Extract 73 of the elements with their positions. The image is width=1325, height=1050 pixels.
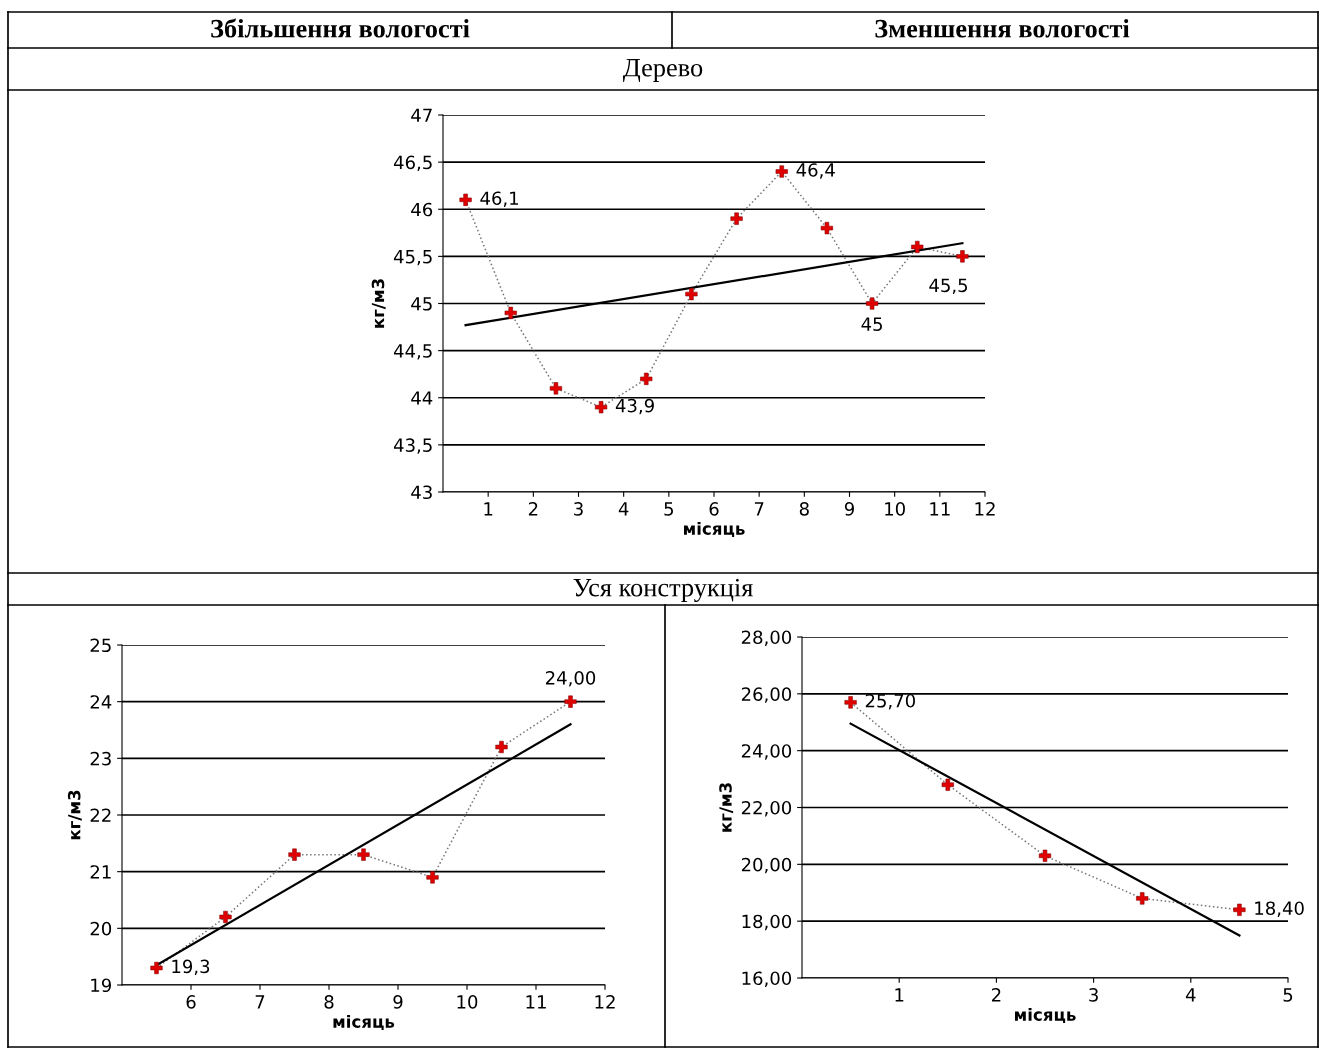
x-tick-label: 7 [754,502,764,516]
x-axis-title: місяць [684,521,745,537]
point [1038,849,1052,862]
x-tick-label: 5 [1283,988,1293,1002]
y-tick-label: 24,00 [741,744,792,760]
y-tick-label: 21 [90,865,111,879]
point [941,778,954,791]
y-tick-label: 25 [90,638,111,653]
y-tick-label: 24 [90,695,112,709]
x-tick-label: 7 [255,995,265,1009]
y-tick-label: 28,00 [741,630,792,646]
x-tick-label: 12 [975,502,995,516]
x-axis-title: місяць [1015,1007,1076,1023]
x-tick-label: 8 [799,502,809,516]
y-tick-label: 26,00 [741,687,792,703]
x-tick-label: 1 [484,502,493,516]
chart-title: Дерево [622,59,703,82]
data-label: 18,40 [1255,901,1304,917]
y-tick-label: 45,5 [393,250,432,266]
point [640,372,653,385]
y-tick-label: 47 [411,108,432,122]
y-axis-title: кг/м3 [67,790,82,840]
x-tick-label: 10 [457,995,478,1009]
y-tick-label: 23 [90,751,111,766]
x-tick-label: 3 [574,502,583,516]
point [594,401,608,414]
y-tick-label: 44 [411,391,433,405]
x-tick-label: 12 [595,995,615,1009]
y-tick-label: 20,00 [741,857,792,874]
x-tick-label: 3 [1089,988,1098,1002]
x-tick-label: 4 [618,502,629,516]
y-tick-label: 44,5 [393,344,432,360]
data-label: 46,4 [796,163,835,179]
data-label: 24,00 [545,671,596,687]
y-tick-label: 19 [91,978,112,993]
y-tick-label: 22,00 [741,800,792,817]
text: Уся конструкція [573,578,753,602]
data-label: 46,1 [480,191,519,207]
y-tick-label: 22 [90,808,111,822]
data-label: 25,70 [865,693,915,710]
text: Збільшення вологості [211,18,470,38]
x-tick-label: 4 [1185,988,1196,1002]
data-label: 45,5 [929,278,968,295]
x-tick-label: 2 [991,988,1001,1002]
x-tick-label: 6 [709,502,719,516]
x-tick-label: 1 [895,988,904,1002]
x-tick-label: 8 [324,995,334,1009]
data-label: 43,9 [615,398,654,415]
y-axis-title: кг/м3 [371,279,386,328]
x-tick-label: 2 [528,502,538,516]
x-tick-label: 9 [393,995,403,1009]
data-label: 45 [861,317,882,331]
x-tick-label: 6 [186,995,196,1009]
x-tick-label: 11 [930,502,950,516]
x-tick-label: 11 [526,995,546,1009]
point [820,222,834,235]
data-label: 19,3 [172,959,210,976]
y-tick-label: 46 [411,202,433,217]
x-tick-label: 5 [664,502,673,516]
x-tick-label: 10 [885,502,905,516]
y-tick-label: 43 [411,485,432,500]
x-tick-label: 9 [844,502,854,516]
y-tick-label: 16,00 [742,971,792,987]
y-tick-label: 45 [411,297,432,311]
text: Зменшення вологості [875,19,1130,38]
y-tick-label: 46,5 [393,155,432,172]
point [504,306,517,320]
y-axis-title: кг/м3 [719,783,734,832]
y-tick-label: 20 [90,921,112,936]
y-tick-label: 43,5 [393,438,432,454]
x-axis-title: місяць [333,1014,395,1030]
point [911,240,924,254]
y-tick-label: 18,00 [742,914,792,931]
